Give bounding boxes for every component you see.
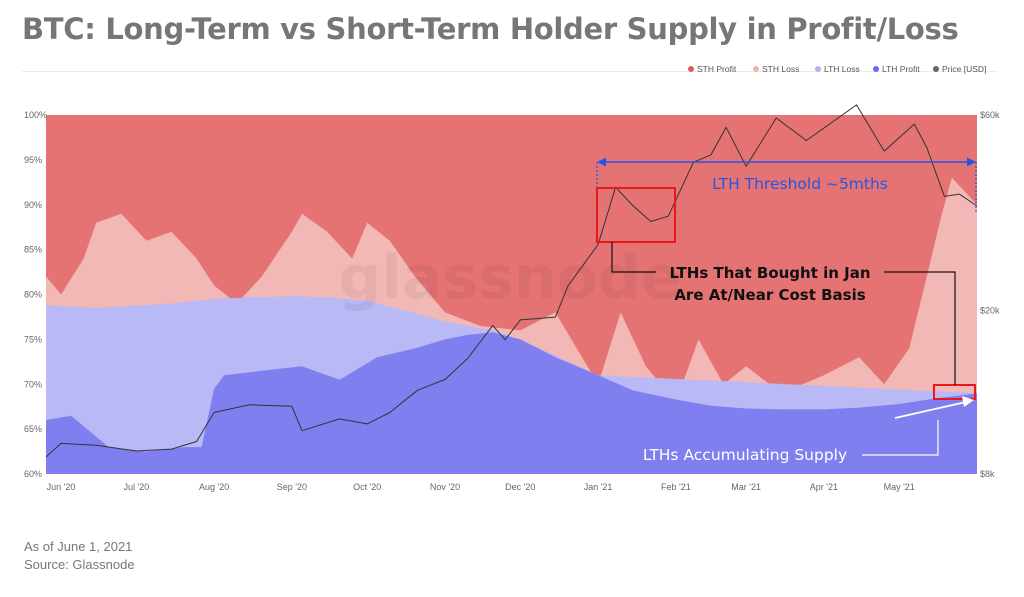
as-of-date: As of June 1, 2021 <box>24 539 133 554</box>
x-tick-label: Sep '20 <box>277 482 307 492</box>
y-left-tick-label: 90% <box>24 200 42 210</box>
x-tick-label: Oct '20 <box>353 482 381 492</box>
legend-item: STH Profit <box>688 64 737 74</box>
area-lth-profit <box>46 332 977 474</box>
legend-label: LTH Loss <box>824 64 860 74</box>
annotation-jan-cost-basis-line: LTHs That Bought in Jan <box>669 264 870 282</box>
y-left-tick-label: 65% <box>24 424 42 434</box>
y-right-tick-label: $8k <box>980 469 995 479</box>
threshold-arrowhead-right <box>967 157 976 167</box>
y-left-tick-label: 80% <box>24 290 42 300</box>
area-series <box>46 115 977 475</box>
source-note: Source: Glassnode <box>24 557 135 572</box>
legend-item: LTH Loss <box>815 64 860 74</box>
legend-item: Price [USD] <box>933 64 986 74</box>
y-left-tick-label: 95% <box>24 155 42 165</box>
title-divider <box>22 71 998 72</box>
legend-swatch <box>815 66 821 72</box>
x-tick-label: Dec '20 <box>505 482 535 492</box>
x-tick-label: May '21 <box>884 482 915 492</box>
chart-title: BTC: Long-Term vs Short-Term Holder Supp… <box>22 12 959 46</box>
y-left-tick-label: 60% <box>24 469 42 479</box>
x-tick-label: Nov '20 <box>430 482 460 492</box>
x-tick-label: Feb '21 <box>661 482 691 492</box>
price-line <box>45 104 978 458</box>
threshold-arrowhead-left <box>597 157 606 167</box>
accumulation-connector <box>862 420 939 456</box>
y-left-tick-label: 70% <box>24 379 42 389</box>
jan-callout-connector <box>611 242 656 273</box>
legend-item: STH Loss <box>753 64 799 74</box>
legend-swatch <box>933 66 939 72</box>
legend-swatch <box>873 66 879 72</box>
accumulation-arrow <box>894 401 967 419</box>
x-tick-label: Jun '20 <box>47 482 76 492</box>
legend-label: LTH Profit <box>882 64 920 74</box>
legend-label: STH Loss <box>762 64 799 74</box>
y-left-tick-label: 100% <box>24 110 47 120</box>
annotation-lth-threshold: LTH Threshold ~5mths <box>712 175 888 193</box>
jan-callout-connector-right <box>884 271 956 385</box>
legend-swatch <box>753 66 759 72</box>
legend-label: STH Profit <box>697 64 737 74</box>
price-series <box>45 104 978 458</box>
x-tick-label: Aug '20 <box>199 482 229 492</box>
y-left-tick-label: 85% <box>24 245 42 255</box>
y-left-tick-label: 75% <box>24 334 42 344</box>
accumulation-arrowhead <box>962 396 974 407</box>
jan-cost-basis-box <box>596 187 676 243</box>
chart-legend: STH Profit STH Loss LTH Loss LTH Profit Pric… <box>688 64 986 74</box>
watermark: glassnode <box>338 243 681 313</box>
annotation-jan-cost-basis-line: Are At/Near Cost Basis <box>674 286 865 304</box>
legend-swatch <box>688 66 694 72</box>
x-tick-label: Jan '21 <box>584 482 613 492</box>
y-right-tick-label: $60k <box>980 110 1000 120</box>
x-tick-label: Apr '21 <box>810 482 838 492</box>
legend-item: LTH Profit <box>873 64 920 74</box>
annotations: LTH Threshold ~5mths LTHs That Bought in … <box>596 157 977 464</box>
x-tick-label: Mar '21 <box>731 482 761 492</box>
legend-label: Price [USD] <box>942 64 986 74</box>
axes: 100% 95% 90% 85% 80% 75% 70% 65% 60% $60k $20k $8k J… <box>24 110 1000 492</box>
x-tick-label: Jul '20 <box>123 482 149 492</box>
annotation-lth-accumulating: LTHs Accumulating Supply <box>643 446 847 464</box>
footer: As of June 1, 2021 Source: Glassnode <box>24 538 135 574</box>
y-right-tick-label: $20k <box>980 306 1000 316</box>
